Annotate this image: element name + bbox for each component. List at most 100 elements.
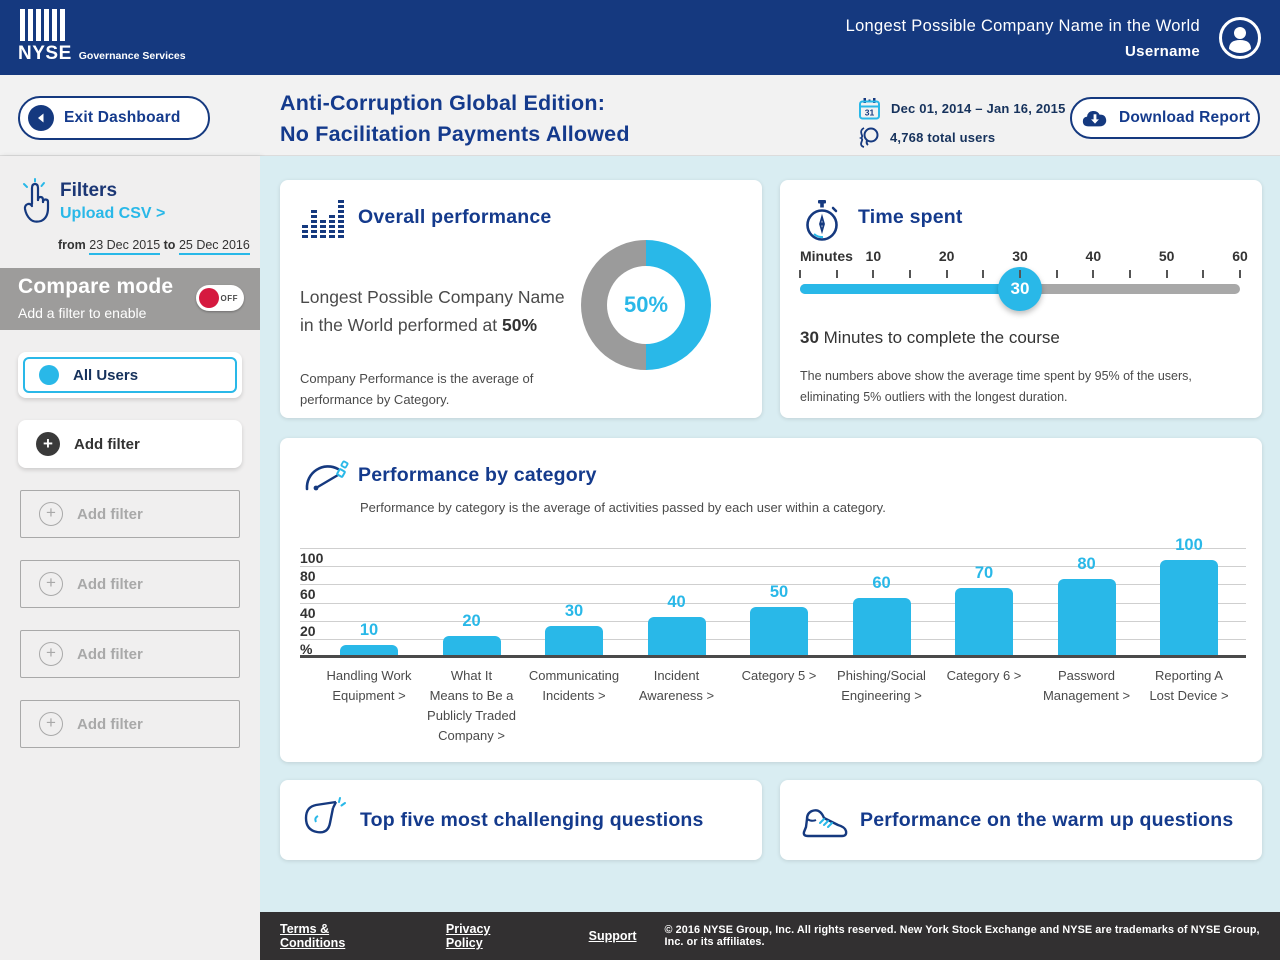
page-title-line1: Anti-Corruption Global Edition: — [280, 91, 606, 115]
running-shoe-icon — [802, 809, 848, 838]
slider-tick — [799, 270, 801, 278]
category-link-9[interactable]: Reporting A Lost Device > — [1149, 668, 1229, 703]
add-filter-disabled-4: + Add filter — [20, 700, 240, 748]
plus-outline-icon: + — [39, 642, 63, 666]
overall-performance-text: Longest Possible Company Name in the Wor… — [300, 283, 582, 339]
user-avatar-icon[interactable] — [1218, 16, 1262, 60]
total-users: 4,768 total users — [890, 129, 996, 145]
performance-by-category-title: Performance by category — [358, 464, 597, 486]
overall-percent: 50% — [502, 315, 538, 335]
slider-tick — [1202, 270, 1205, 278]
chart-gridline — [300, 548, 1246, 549]
upload-csv-link[interactable]: Upload CSV > — [60, 205, 166, 222]
whistle-icon — [304, 797, 346, 834]
chart-gridline — [300, 602, 1246, 604]
support-link[interactable]: Support — [588, 929, 637, 943]
filters-title: Filters — [60, 180, 118, 201]
compare-mode-subtitle: Add a filter to enable — [18, 305, 147, 321]
bar-8 — [1057, 579, 1116, 655]
bar-1 — [340, 645, 398, 655]
download-report-button[interactable]: Download Report — [1070, 97, 1260, 139]
challenging-questions-card[interactable]: Top five most challenging questions — [280, 780, 762, 860]
chart-baseline — [300, 655, 1246, 658]
slider-tick — [872, 270, 875, 278]
slider-scale-50: 50 — [1158, 248, 1175, 264]
username: Username — [1125, 43, 1200, 60]
slider-scale-60: 60 — [1232, 248, 1248, 264]
from-date-link[interactable]: 23 Dec 2015 — [89, 238, 161, 255]
back-arrow-icon — [28, 105, 54, 131]
all-users-label: All Users — [73, 366, 139, 384]
chart-gridline — [300, 566, 1246, 568]
bar-value-7: 70 — [974, 564, 994, 582]
slider-tick — [835, 270, 838, 278]
compare-mode-toggle[interactable]: OFF — [196, 285, 244, 311]
page-title-line2: No Facilitation Payments Allowed — [280, 122, 630, 146]
company-name: Longest Possible Company Name in the Wor… — [845, 17, 1200, 35]
time-spent-card: Time spent 30 Minutes 10 20 30 40 50 60 30 Min… — [780, 180, 1262, 418]
add-filter-disabled-2: + Add filter — [20, 560, 240, 608]
category-link-1[interactable]: Handling Work Equipment > — [326, 668, 412, 703]
bar-value-5: 50 — [769, 583, 789, 601]
filters-sidebar: Filters Upload CSV > from 23 Dec 2015 to… — [0, 156, 260, 960]
slider-tick — [1129, 270, 1131, 278]
y-axis-label-40: 40 — [300, 604, 316, 621]
brand-suffix: Governance Services — [78, 50, 186, 62]
bar-value-4: 40 — [667, 593, 686, 611]
bar-value-8: 80 — [1077, 555, 1096, 573]
slider-scale-10: 10 — [865, 248, 882, 264]
nyse-logo-bars-icon — [20, 9, 186, 41]
category-link-7[interactable]: Category 6 > — [946, 668, 1022, 683]
privacy-link[interactable]: Privacy Policy — [445, 922, 491, 950]
bar-value-9: 100 — [1175, 536, 1203, 554]
filter-all-users[interactable]: All Users — [18, 352, 242, 398]
overall-performance-note: Company Performance is the average of pe… — [300, 371, 534, 407]
terms-link[interactable]: Terms & Conditions — [280, 922, 346, 950]
category-link-8[interactable]: Password Management > — [1042, 668, 1131, 703]
add-filter-disabled-3: + Add filter — [20, 630, 240, 678]
time-summary-value: 30 — [800, 328, 819, 347]
add-filter-button[interactable]: + Add filter — [18, 420, 242, 468]
time-spent-title: Time spent — [858, 206, 963, 228]
bar-2 — [442, 636, 501, 655]
slider-tick — [1092, 270, 1095, 278]
bar-value-3: 30 — [564, 602, 584, 620]
time-spent-note: The numbers above show the average time … — [800, 369, 1192, 404]
slider-scale-minutes: Minutes — [800, 248, 853, 264]
bar-value-2: 20 — [462, 612, 481, 630]
slider-tick — [1019, 270, 1021, 278]
y-axis-label-20: 20 — [300, 622, 316, 639]
exit-dashboard-button[interactable]: Exit Dashboard — [18, 96, 210, 140]
chart-gridline — [300, 584, 1246, 586]
time-summary-text: Minutes to complete the course — [818, 328, 1060, 347]
category-link-3[interactable]: Communicating Incidents > — [528, 668, 620, 703]
overall-donut-chart: 50% — [581, 240, 711, 370]
slider-tick — [1165, 270, 1168, 278]
category-link-2[interactable]: What It Means to Be a Publicly Traded Compa… — [427, 668, 516, 743]
bar-3 — [545, 626, 603, 655]
slider-tick — [909, 270, 911, 278]
bar-value-1: 10 — [359, 621, 379, 639]
slider-scale-30: 30 — [1012, 248, 1028, 264]
category-link-6[interactable]: Phishing/Social Engineering > — [837, 668, 926, 703]
stopwatch-icon — [806, 200, 838, 241]
to-label: to — [163, 238, 176, 252]
toggle-knob — [199, 288, 219, 308]
calendar-31-icon: 31 — [859, 97, 880, 119]
toggle-off-label: OFF — [220, 294, 238, 303]
bar-value-6: 60 — [872, 574, 891, 592]
bar-7 — [955, 588, 1013, 655]
exit-dashboard-label: Exit Dashboard — [64, 109, 181, 126]
category-link-4[interactable]: Incident Awareness > — [638, 668, 715, 703]
overall-text-prefix: Longest Possible Company Name in the Wor… — [300, 287, 565, 335]
nyse-logo: NYSE Governance Services — [18, 9, 186, 65]
plus-outline-icon: + — [39, 502, 63, 526]
overall-performance-title: Overall performance — [358, 206, 552, 228]
date-range: Dec 01, 2014 – Jan 16, 2015 — [891, 100, 1066, 116]
category-link-5[interactable]: Category 5 > — [741, 668, 817, 683]
to-date-link[interactable]: 25 Dec 2016 — [178, 238, 250, 255]
copyright-text: © 2016 NYSE Group, Inc. All rights reser… — [664, 924, 1260, 948]
pointing-hand-icon — [23, 178, 50, 223]
warmup-questions-card[interactable]: Performance on the warm up questions — [780, 780, 1262, 860]
subheader: Exit Dashboard Anti-Corruption Global Ed… — [0, 75, 1280, 156]
